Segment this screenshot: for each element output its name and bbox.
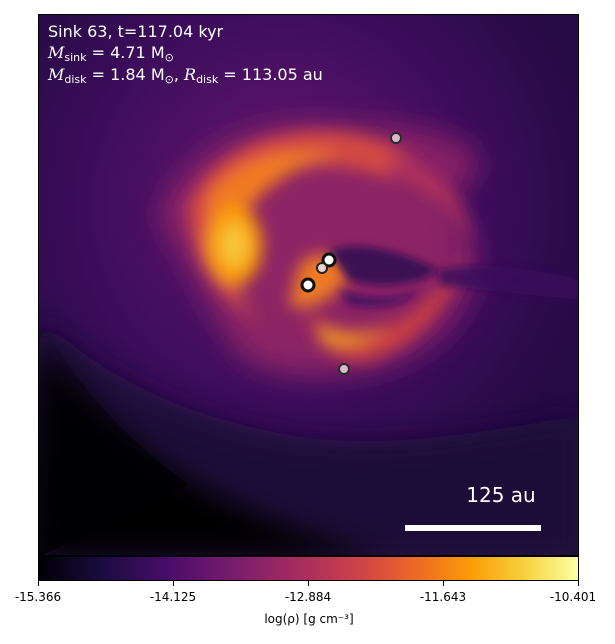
disk-radius-symbol: R [184,65,197,84]
colorbar-tick-label: -11.643 [419,590,467,604]
disk-properties: Mdisk = 1.84 M⊙, Rdisk = 113.05 au [48,64,323,90]
separator: , [173,65,185,84]
sink-marker [390,132,402,144]
colorbar-label: log(ρ) [g cm⁻³] [264,612,354,626]
density-map-panel: Sink 63, t=117.04 kyr Msink = 4.71 M⊙ Md… [38,14,579,556]
colorbar-tick [578,581,579,586]
colorbar-tick [38,581,39,586]
disk-radius-subscript: disk [196,73,219,86]
sink-title: Sink 63, t=117.04 kyr [48,22,224,41]
sink-mass-subscript: sink [64,51,87,64]
sink-particles [300,132,402,375]
colorbar-tick [443,581,444,586]
disk-mass-unit: ⊙ [164,73,174,86]
sink-mass: Msink = 4.71 M⊙ [48,42,174,68]
disk-mass-value: = 1.84 M [86,65,165,84]
sink-mass-value: = 4.71 M [86,43,165,62]
sink-marker [300,277,316,293]
colorbar-tick-label: -12.884 [284,590,332,604]
sink-mass-symbol: M [48,43,65,62]
sink-marker [338,363,350,375]
scale-bar [405,525,541,531]
colorbar [38,556,579,581]
sink-marker [321,252,337,268]
colorbar-tick-label: -14.125 [149,590,197,604]
density-map [39,15,578,555]
disk-mass-subscript: disk [64,73,87,86]
scale-bar-label: 125 au [466,483,536,507]
disk-mass-symbol: M [48,65,65,84]
colorbar-tick-label: -10.401 [549,590,597,604]
colorbar-tick [308,581,309,586]
sink-mass-unit: ⊙ [164,51,174,64]
colorbar-tick-label: -15.366 [14,590,62,604]
disk-radius-value: = 113.05 au [218,65,323,84]
sink-marker [316,262,328,274]
colorbar-tick [173,581,174,586]
